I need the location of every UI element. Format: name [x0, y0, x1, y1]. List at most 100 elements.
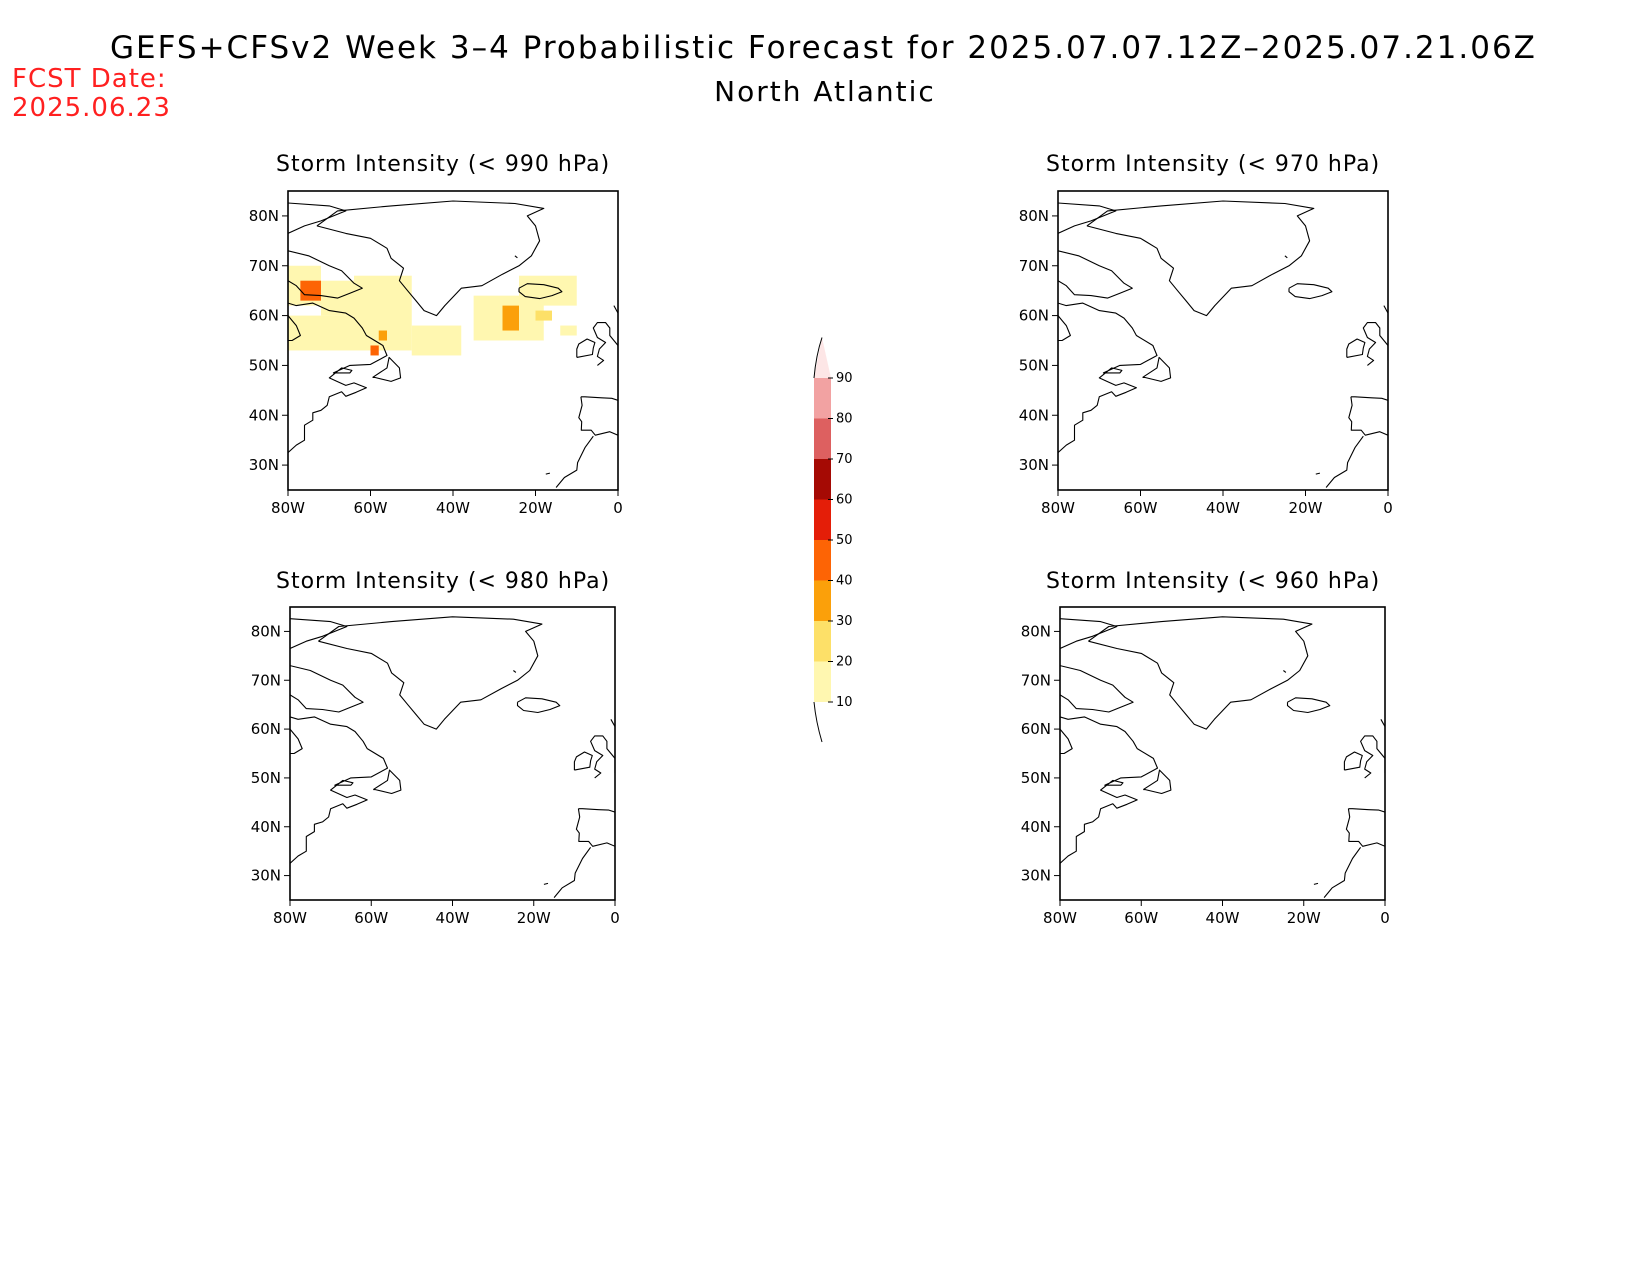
lat-tick-label: 30N — [251, 867, 281, 885]
colorbar-tick-label: 30 — [836, 614, 853, 629]
coastline-labrador — [1058, 302, 1158, 454]
coastline-ellesmere — [288, 202, 347, 234]
fcst-date-value: 2025.06.23 — [12, 93, 171, 123]
lat-tick-label: 50N — [1019, 356, 1049, 374]
coastline-iberia — [578, 396, 618, 436]
fcst-date-label: FCST Date: — [12, 64, 167, 94]
colorbar-swatch — [814, 459, 831, 500]
lat-tick-label: 70N — [251, 671, 281, 689]
panel-title-980: Storm Intensity (< 980 hPa) — [276, 569, 611, 594]
lon-tick-label: 0 — [1380, 909, 1390, 927]
lat-tick-label: 40N — [1019, 406, 1049, 424]
coastline-iceland — [1288, 283, 1333, 300]
coastline-iberia — [1348, 396, 1388, 436]
coastline-svalbard — [1284, 255, 1288, 259]
lon-tick-label: 80W — [273, 909, 307, 927]
lat-tick-label: 70N — [1019, 257, 1049, 275]
coastline-hudson — [288, 315, 301, 342]
coastline-newfoundland — [372, 356, 402, 382]
lat-tick-label: 60N — [1021, 720, 1051, 738]
coastline-ellesmere — [1060, 618, 1118, 650]
coastline-britain — [590, 735, 615, 779]
coastline-svalbard — [513, 670, 517, 673]
lat-tick-label: 40N — [251, 818, 281, 836]
region-subtitle: North Atlantic — [714, 75, 936, 108]
coastline-baffin — [1060, 665, 1134, 713]
coastline-iceland — [518, 283, 563, 300]
lat-tick-label: 80N — [251, 622, 281, 640]
coastline-labrador — [288, 302, 388, 454]
colorbar-tick-label: 80 — [836, 412, 853, 427]
coastline-ireland — [573, 751, 593, 771]
coastline-ellesmere — [1058, 202, 1117, 234]
coastline-iberia — [1345, 808, 1385, 847]
colorbar-tick-label: 90 — [836, 371, 853, 386]
lon-tick-label: 0 — [613, 499, 623, 517]
colorbar-tick-label: 70 — [836, 452, 853, 467]
lon-tick-label: 80W — [1041, 499, 1075, 517]
coastline-svalbard — [514, 255, 518, 259]
lon-tick-label: 0 — [610, 909, 620, 927]
lat-tick-label: 50N — [251, 769, 281, 787]
colorbar-bottom-cap — [813, 701, 823, 743]
coastline-hudson — [1058, 315, 1071, 342]
colorbar-tick-label: 40 — [836, 574, 853, 589]
coastline-ireland — [576, 338, 596, 358]
colorbar-tick-label: 10 — [836, 695, 853, 710]
coastline-labrador — [1060, 716, 1159, 864]
coastline-canaries — [1315, 472, 1321, 475]
colorbar-swatch — [814, 499, 831, 540]
colorbar-swatch — [814, 580, 831, 621]
lon-tick-label: 60W — [1124, 499, 1158, 517]
coastline-canaries — [543, 882, 549, 885]
coastline-svalbard — [1283, 670, 1287, 673]
coastline-ellesmere — [290, 618, 348, 650]
lon-tick-label: 40W — [436, 909, 470, 927]
lon-tick-label: 20W — [519, 499, 553, 517]
coastline-newfoundland — [1142, 356, 1172, 382]
probability-cell — [370, 345, 379, 356]
probability-cell — [378, 330, 387, 341]
probability-cell — [560, 325, 577, 336]
coastline-iceland — [1286, 697, 1331, 714]
colorbar-swatch — [814, 378, 831, 419]
lon-tick-label: 60W — [354, 909, 388, 927]
coastline-greenland — [316, 200, 545, 317]
colorbar-swatch — [814, 418, 831, 459]
coastline-canaries — [1313, 882, 1319, 885]
map-plot-area — [290, 616, 615, 898]
panel-title-970: Storm Intensity (< 970 hPa) — [1046, 152, 1381, 177]
coastline-africa — [1323, 846, 1362, 898]
lat-tick-label: 50N — [1021, 769, 1051, 787]
lat-tick-label: 30N — [1019, 456, 1049, 474]
coastline-newfoundland — [1143, 769, 1172, 795]
lon-tick-label: 20W — [1287, 909, 1321, 927]
coastline-iberia — [575, 808, 615, 847]
lon-tick-label: 60W — [1124, 909, 1158, 927]
coastline-newfoundland — [373, 769, 402, 795]
coastline-greenland — [318, 616, 543, 730]
coastline-baffin — [288, 250, 363, 299]
coastline-baffin — [290, 665, 364, 713]
coastline-britain — [1360, 735, 1385, 779]
lat-tick-label: 80N — [1019, 207, 1049, 225]
coastline-hudson — [290, 728, 303, 755]
map-plot-area — [1058, 200, 1388, 488]
coastline-greenland — [1086, 200, 1315, 317]
lat-tick-label: 80N — [1021, 622, 1051, 640]
coastline-greenland — [1088, 616, 1313, 730]
lat-tick-label: 60N — [249, 307, 279, 325]
coastline-africa — [1325, 435, 1364, 488]
coastline-africa — [553, 846, 592, 898]
lat-tick-label: 70N — [249, 257, 279, 275]
probability-cell — [411, 325, 462, 356]
coastline-ireland — [1346, 338, 1366, 358]
lon-tick-label: 80W — [1043, 909, 1077, 927]
coastline-hudson — [1060, 728, 1073, 755]
coastline-ireland — [1343, 751, 1363, 771]
